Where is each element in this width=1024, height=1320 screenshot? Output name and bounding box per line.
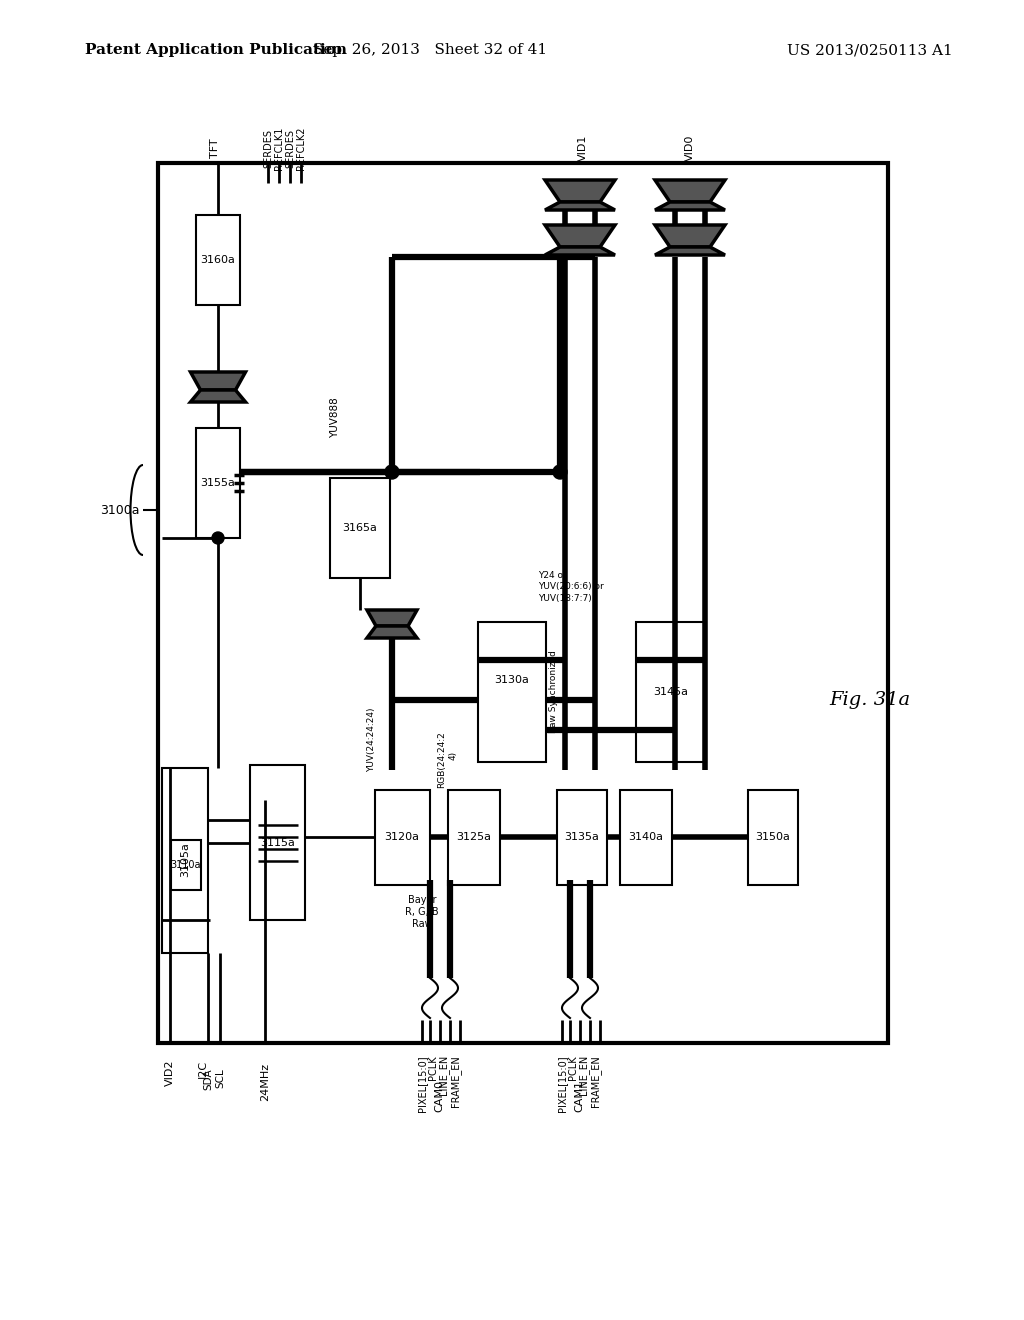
Text: VID0: VID0: [685, 135, 695, 161]
Text: VID1: VID1: [578, 135, 588, 161]
Bar: [748, 789, 798, 884]
Bar: [449, 789, 500, 884]
Text: CAM0: CAM0: [434, 1080, 444, 1111]
Text: 3120a: 3120a: [384, 832, 420, 842]
Text: US 2013/0250113 A1: US 2013/0250113 A1: [787, 44, 953, 57]
Text: SDA: SDA: [203, 1068, 213, 1089]
Text: REFCLK2: REFCLK2: [296, 127, 306, 170]
Text: Raw: Raw: [412, 919, 432, 929]
Bar: [620, 789, 672, 884]
Bar: [196, 215, 240, 305]
Polygon shape: [545, 202, 615, 210]
Polygon shape: [190, 389, 246, 403]
Text: 3150a: 3150a: [756, 832, 791, 842]
Text: TFT: TFT: [210, 139, 220, 158]
Text: CAM1: CAM1: [574, 1080, 584, 1111]
Text: PCLK: PCLK: [428, 1055, 438, 1080]
Polygon shape: [545, 247, 615, 255]
Bar: [468, 612, 718, 807]
Text: PIXEL[15:0]: PIXEL[15:0]: [557, 1055, 567, 1111]
Text: SERDES: SERDES: [285, 128, 295, 168]
Bar: [158, 162, 888, 1043]
Text: 3125a: 3125a: [457, 832, 492, 842]
Polygon shape: [655, 180, 725, 202]
Text: Fig. 31a: Fig. 31a: [829, 690, 910, 709]
Bar: [330, 478, 390, 578]
Bar: [375, 789, 430, 884]
Polygon shape: [655, 224, 725, 247]
Text: SCL: SCL: [215, 1068, 225, 1088]
Text: 3155a: 3155a: [201, 478, 236, 488]
Circle shape: [385, 465, 399, 479]
Bar: [196, 428, 240, 539]
Bar: [162, 768, 208, 953]
Text: REFCLK1: REFCLK1: [274, 127, 284, 170]
Text: YUV(18:7:7): YUV(18:7:7): [538, 594, 592, 603]
Text: FRAME_EN: FRAME_EN: [451, 1055, 462, 1106]
Text: Bayer: Bayer: [408, 895, 436, 906]
Text: R, G, B: R, G, B: [406, 907, 439, 917]
Circle shape: [212, 532, 224, 544]
Text: YUV(20:6:6) or: YUV(20:6:6) or: [538, 582, 604, 591]
Text: Y24 or: Y24 or: [538, 570, 566, 579]
Text: PIXEL[15:0]: PIXEL[15:0]: [417, 1055, 427, 1111]
Text: 3105a: 3105a: [180, 842, 190, 878]
Text: 3135a: 3135a: [564, 832, 599, 842]
Text: YUV888: YUV888: [330, 397, 340, 438]
Text: 3140a: 3140a: [629, 832, 664, 842]
Text: Patent Application Publication: Patent Application Publication: [85, 44, 347, 57]
Text: VID2: VID2: [165, 1060, 175, 1086]
Polygon shape: [545, 180, 615, 202]
Polygon shape: [367, 626, 417, 638]
Text: SERDES: SERDES: [263, 128, 273, 168]
Text: 3130a: 3130a: [495, 675, 529, 685]
Text: LINE_EN: LINE_EN: [579, 1055, 590, 1096]
Bar: [557, 789, 607, 884]
Polygon shape: [655, 247, 725, 255]
Text: 3160a: 3160a: [201, 255, 236, 265]
Text: 3165a: 3165a: [343, 523, 378, 533]
Text: FRAME_EN: FRAME_EN: [591, 1055, 601, 1106]
Text: 4): 4): [449, 751, 458, 759]
Bar: [250, 766, 305, 920]
Polygon shape: [190, 372, 246, 389]
Text: Sep. 26, 2013   Sheet 32 of 41: Sep. 26, 2013 Sheet 32 of 41: [313, 44, 547, 57]
Polygon shape: [545, 224, 615, 247]
Text: YUV(24:24:24): YUV(24:24:24): [368, 708, 377, 772]
Bar: [478, 622, 546, 762]
Text: 3145a: 3145a: [653, 686, 688, 697]
Text: LINE_EN: LINE_EN: [438, 1055, 450, 1096]
Text: PCLK: PCLK: [568, 1055, 578, 1080]
Text: 3110a: 3110a: [171, 861, 202, 870]
Text: 3115a: 3115a: [260, 838, 296, 847]
Text: Raw Synchronized: Raw Synchronized: [550, 651, 558, 734]
Bar: [171, 840, 201, 890]
Text: RGB(24:24:2: RGB(24:24:2: [437, 731, 446, 788]
Text: I2C: I2C: [198, 1060, 208, 1078]
Text: 3100a: 3100a: [100, 503, 139, 516]
Bar: [319, 183, 880, 1043]
Circle shape: [553, 465, 567, 479]
Bar: [636, 622, 706, 762]
Text: 24MHz: 24MHz: [260, 1063, 270, 1101]
Polygon shape: [367, 610, 417, 626]
Polygon shape: [655, 202, 725, 210]
